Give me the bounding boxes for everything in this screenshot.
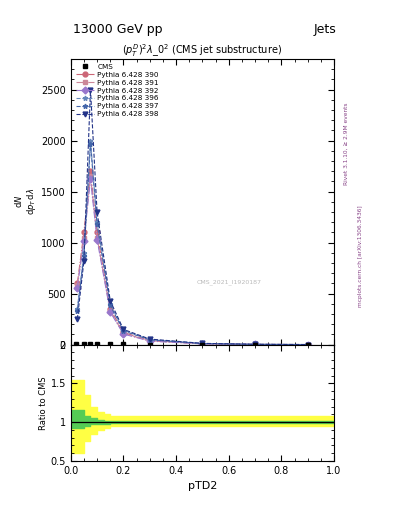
- Text: CMS_2021_I1920187: CMS_2021_I1920187: [196, 279, 261, 285]
- Pythia 6.428 391: [82, 234, 86, 241]
- Pythia 6.428 391: [200, 340, 205, 347]
- Text: 13000 GeV pp: 13000 GeV pp: [73, 23, 163, 36]
- Pythia 6.428 397: [121, 328, 126, 334]
- Pythia 6.428 392: [121, 331, 126, 337]
- Pythia 6.428 397: [108, 302, 112, 308]
- Text: Rivet 3.1.10, ≥ 2.9M events: Rivet 3.1.10, ≥ 2.9M events: [344, 102, 349, 185]
- Line: Pythia 6.428 390: Pythia 6.428 390: [75, 169, 310, 347]
- Line: Pythia 6.428 398: Pythia 6.428 398: [75, 87, 310, 347]
- CMS: [95, 340, 99, 347]
- Pythia 6.428 392: [95, 237, 99, 243]
- CMS: [82, 340, 86, 347]
- CMS: [73, 340, 78, 347]
- Pythia 6.428 391: [121, 330, 126, 336]
- Pythia 6.428 390: [121, 329, 126, 335]
- CMS: [253, 342, 257, 348]
- Pythia 6.428 396: [108, 301, 112, 307]
- Pythia 6.428 391: [75, 283, 80, 289]
- Pythia 6.428 397: [88, 140, 93, 146]
- Text: Jets: Jets: [313, 23, 336, 36]
- Pythia 6.428 391: [147, 338, 152, 344]
- CMS: [200, 342, 205, 348]
- Pythia 6.428 391: [95, 234, 99, 241]
- Pythia 6.428 398: [121, 326, 126, 332]
- Pythia 6.428 396: [305, 342, 310, 348]
- Pythia 6.428 392: [108, 309, 112, 315]
- Pythia 6.428 392: [88, 176, 93, 182]
- CMS: [147, 342, 152, 348]
- Title: $(p_T^D)^2\lambda\_0^2$ (CMS jet substructure): $(p_T^D)^2\lambda\_0^2$ (CMS jet substru…: [122, 42, 283, 59]
- Pythia 6.428 390: [147, 337, 152, 344]
- Pythia 6.428 398: [88, 87, 93, 93]
- Pythia 6.428 396: [88, 137, 93, 143]
- Line: Pythia 6.428 396: Pythia 6.428 396: [75, 138, 310, 347]
- Pythia 6.428 396: [82, 250, 86, 256]
- Pythia 6.428 390: [108, 306, 112, 312]
- Y-axis label: Ratio to CMS: Ratio to CMS: [39, 376, 48, 430]
- Y-axis label: $\mathrm{d}N$
$\mathrm{d}p_T\,\mathrm{d}\lambda$: $\mathrm{d}N$ $\mathrm{d}p_T\,\mathrm{d}…: [13, 188, 39, 216]
- Pythia 6.428 397: [305, 342, 310, 348]
- Pythia 6.428 392: [75, 285, 80, 291]
- Pythia 6.428 397: [82, 253, 86, 259]
- Pythia 6.428 397: [75, 308, 80, 314]
- Line: Pythia 6.428 397: Pythia 6.428 397: [75, 141, 310, 347]
- Pythia 6.428 398: [200, 340, 205, 347]
- Pythia 6.428 398: [305, 342, 310, 348]
- CMS: [121, 342, 126, 348]
- Pythia 6.428 390: [88, 168, 93, 174]
- Pythia 6.428 396: [200, 340, 205, 347]
- Line: CMS: CMS: [74, 342, 310, 347]
- Pythia 6.428 397: [147, 337, 152, 343]
- Legend: CMS, Pythia 6.428 390, Pythia 6.428 391, Pythia 6.428 392, Pythia 6.428 396, Pyt: CMS, Pythia 6.428 390, Pythia 6.428 391,…: [73, 61, 162, 120]
- Pythia 6.428 390: [200, 340, 205, 347]
- CMS: [305, 342, 310, 348]
- Pythia 6.428 390: [82, 229, 86, 236]
- Pythia 6.428 398: [75, 316, 80, 322]
- Line: Pythia 6.428 392: Pythia 6.428 392: [75, 177, 310, 347]
- Pythia 6.428 392: [200, 341, 205, 347]
- Pythia 6.428 396: [253, 341, 257, 347]
- Text: mcplots.cern.ch [arXiv:1306.3436]: mcplots.cern.ch [arXiv:1306.3436]: [358, 205, 363, 307]
- CMS: [108, 341, 112, 347]
- CMS: [88, 340, 93, 347]
- Pythia 6.428 392: [253, 342, 257, 348]
- Pythia 6.428 397: [95, 221, 99, 227]
- Pythia 6.428 392: [147, 338, 152, 344]
- Pythia 6.428 398: [108, 297, 112, 304]
- Pythia 6.428 391: [88, 173, 93, 179]
- Pythia 6.428 396: [121, 327, 126, 333]
- Pythia 6.428 398: [147, 336, 152, 342]
- Pythia 6.428 392: [82, 238, 86, 244]
- Pythia 6.428 396: [75, 306, 80, 312]
- Pythia 6.428 398: [82, 258, 86, 264]
- Pythia 6.428 390: [305, 342, 310, 348]
- Pythia 6.428 396: [147, 336, 152, 343]
- Pythia 6.428 392: [305, 342, 310, 348]
- Pythia 6.428 391: [253, 342, 257, 348]
- Pythia 6.428 390: [253, 342, 257, 348]
- X-axis label: pTD2: pTD2: [188, 481, 217, 491]
- Pythia 6.428 398: [95, 209, 99, 215]
- Pythia 6.428 390: [95, 229, 99, 236]
- Pythia 6.428 391: [305, 342, 310, 348]
- Pythia 6.428 398: [253, 341, 257, 347]
- Pythia 6.428 397: [200, 340, 205, 347]
- Pythia 6.428 391: [108, 308, 112, 314]
- Line: Pythia 6.428 391: Pythia 6.428 391: [75, 174, 310, 347]
- Pythia 6.428 390: [75, 281, 80, 287]
- Pythia 6.428 396: [95, 219, 99, 225]
- Pythia 6.428 397: [253, 342, 257, 348]
